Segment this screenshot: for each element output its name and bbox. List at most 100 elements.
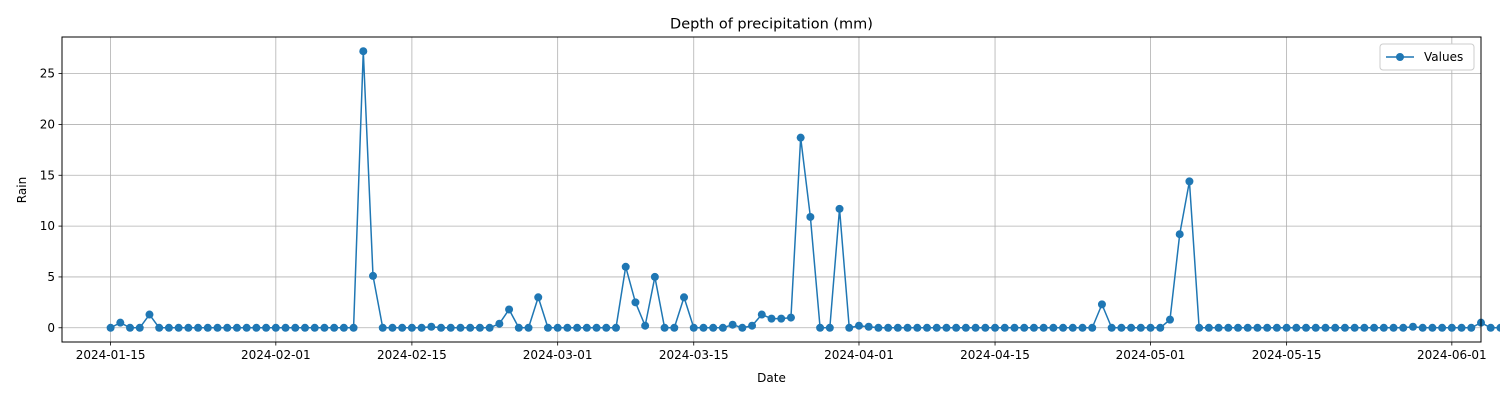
data-point: [738, 323, 747, 332]
y-tick-label: 10: [40, 219, 55, 233]
data-point: [495, 319, 504, 328]
data-point: [893, 323, 902, 332]
data-point: [320, 323, 329, 332]
data-point: [1097, 300, 1106, 309]
data-point: [174, 323, 183, 332]
data-point: [291, 323, 300, 332]
y-tick-label: 20: [40, 117, 55, 131]
data-point: [300, 323, 309, 332]
data-point: [1078, 323, 1087, 332]
x-tick-label: 2024-06-01: [1417, 348, 1487, 362]
data-point: [514, 323, 523, 332]
data-point: [1292, 323, 1301, 332]
data-point: [631, 298, 640, 307]
data-point: [242, 323, 251, 332]
data-point: [981, 323, 990, 332]
data-point: [417, 323, 426, 332]
data-point: [1389, 323, 1398, 332]
data-point: [359, 47, 368, 56]
data-point: [1243, 323, 1252, 332]
data-point: [1010, 323, 1019, 332]
legend-marker: [1396, 53, 1404, 61]
data-point: [1088, 323, 1097, 332]
data-point: [184, 323, 193, 332]
data-point: [1214, 323, 1223, 332]
data-point: [262, 323, 271, 332]
x-axis-label: Date: [757, 371, 786, 385]
data-point: [1039, 323, 1048, 332]
data-point: [398, 323, 407, 332]
data-point: [281, 323, 290, 332]
x-tick-label: 2024-05-15: [1252, 348, 1322, 362]
data-point: [1068, 323, 1077, 332]
data-point: [1029, 323, 1038, 332]
y-axis-label: Rain: [15, 177, 29, 203]
x-tick-label: 2024-04-01: [824, 348, 894, 362]
data-point: [1311, 323, 1320, 332]
data-point: [1360, 323, 1369, 332]
data-point: [1146, 323, 1155, 332]
data-point: [602, 323, 611, 332]
data-point: [1000, 323, 1009, 332]
data-point: [718, 323, 727, 332]
y-tick-label: 0: [47, 321, 55, 335]
data-point: [1282, 323, 1291, 332]
data-point: [145, 310, 154, 319]
data-point: [194, 323, 203, 332]
data-point: [573, 323, 582, 332]
data-point: [767, 314, 776, 323]
data-point: [1321, 323, 1330, 332]
series-layer: [106, 47, 1500, 332]
data-point: [1195, 323, 1204, 332]
data-point: [407, 323, 416, 332]
data-point: [1486, 323, 1495, 332]
data-point: [864, 322, 873, 331]
data-point: [106, 323, 115, 332]
data-point: [1253, 323, 1262, 332]
data-point: [310, 323, 319, 332]
x-tick-label: 2024-01-15: [76, 348, 146, 362]
data-point: [874, 323, 883, 332]
data-point: [825, 323, 834, 332]
legend-box: [1379, 43, 1475, 71]
x-tick-label: 2024-03-01: [523, 348, 593, 362]
y-tick-label: 15: [40, 168, 55, 182]
x-tick-label: 2024-03-15: [659, 348, 729, 362]
chart-title: Depth of precipitation (mm): [670, 17, 873, 33]
data-point: [1204, 323, 1213, 332]
data-point: [427, 322, 436, 331]
y-tick-label: 25: [40, 67, 55, 81]
data-point: [534, 293, 543, 302]
data-point: [1117, 323, 1126, 332]
data-point: [611, 323, 620, 332]
data-point: [1059, 323, 1068, 332]
data-point: [728, 320, 737, 329]
data-point: [699, 323, 708, 332]
data-point: [641, 321, 650, 330]
data-point: [155, 323, 164, 332]
data-point: [1438, 323, 1447, 332]
data-point: [543, 323, 552, 332]
data-point: [913, 323, 922, 332]
data-point: [650, 272, 659, 281]
data-point: [796, 133, 805, 142]
data-point: [349, 323, 358, 332]
data-point: [660, 323, 669, 332]
data-point: [971, 323, 980, 332]
data-point: [388, 323, 397, 332]
data-point: [116, 318, 125, 327]
x-tick-label: 2024-05-01: [1116, 348, 1186, 362]
data-point: [1379, 323, 1388, 332]
data-point: [680, 293, 689, 302]
data-point: [582, 323, 591, 332]
data-point: [339, 323, 348, 332]
data-point: [806, 212, 815, 221]
legend-label: Values: [1424, 50, 1463, 64]
data-point: [378, 323, 387, 332]
data-point: [1020, 323, 1029, 332]
data-point: [1234, 323, 1243, 332]
data-point: [553, 323, 562, 332]
data-point: [709, 323, 718, 332]
data-point: [1408, 322, 1417, 331]
data-point: [1107, 323, 1116, 332]
